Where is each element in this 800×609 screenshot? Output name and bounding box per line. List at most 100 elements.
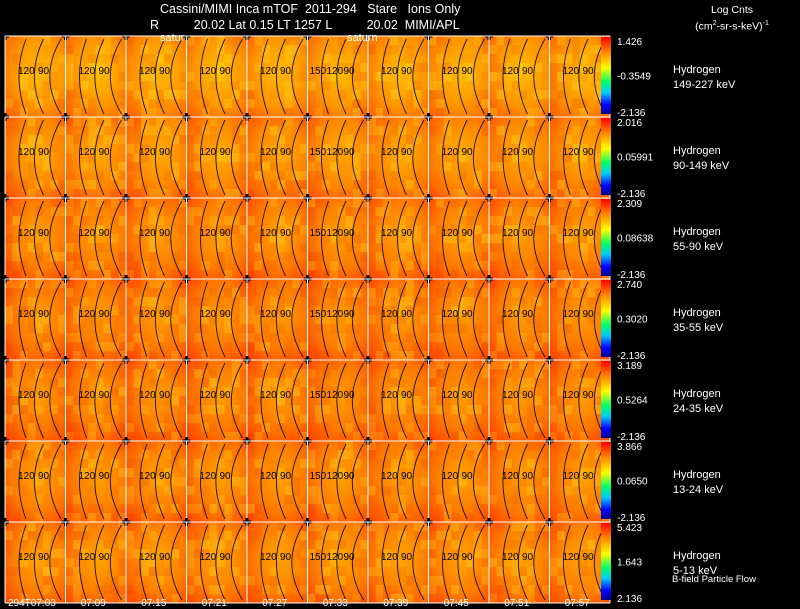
pixel-block [133, 117, 142, 127]
pixel-block [322, 585, 331, 595]
contour-label: 90 [583, 66, 595, 77]
contour-line [336, 281, 347, 358]
pixel-block [254, 369, 263, 379]
pixel-block [57, 387, 66, 397]
pixel-block [269, 459, 278, 469]
pixel-block [496, 360, 505, 370]
pixel-block [413, 441, 422, 451]
pixel-block [247, 576, 255, 586]
pixel-block [428, 72, 437, 82]
time-tick-label: 07:27 [262, 598, 287, 609]
colorbar-min-label: -2.136 [617, 351, 646, 362]
species-label: Hydrogen [673, 145, 721, 157]
pixel-block [481, 513, 490, 523]
pixel-block [141, 513, 149, 523]
pixel-block [580, 486, 588, 495]
pixel-block [299, 540, 308, 550]
pixel-block [368, 288, 376, 298]
pixel-block [171, 459, 180, 469]
pixel-block [436, 45, 444, 54]
pixel-block [277, 414, 286, 424]
pixel-block [315, 594, 323, 604]
image-cell [182, 356, 248, 442]
contour-line [321, 524, 329, 601]
pixel-block [436, 54, 444, 64]
pixel-block [156, 216, 165, 226]
pixel-block [224, 450, 233, 460]
pixel-block [224, 342, 233, 352]
pixel-block [420, 351, 429, 361]
contour-label: 90 [280, 309, 292, 320]
pixel-block [496, 585, 505, 595]
pixel-block [80, 81, 89, 91]
contour-line [351, 38, 364, 115]
pixel-block [512, 351, 520, 360]
pixel-block [473, 90, 482, 100]
pixel-block [209, 126, 217, 135]
pixel-block [511, 567, 520, 577]
pixel-block [519, 378, 528, 388]
pixel-block [178, 198, 187, 208]
pixel-block [587, 495, 595, 504]
pixel-block [247, 504, 255, 514]
pixel-block [95, 378, 104, 388]
pixel-block [330, 270, 339, 280]
pixel-block [126, 495, 134, 505]
pixel-block [375, 540, 384, 550]
pixel-block [224, 495, 232, 504]
pixel-block [481, 126, 490, 136]
pixel-block [224, 513, 233, 523]
pixel-block [239, 531, 248, 541]
pixel-block [322, 63, 331, 73]
contour-label: 90 [462, 147, 474, 158]
pixel-block [299, 414, 308, 424]
pixel-block [337, 36, 346, 46]
contour-line [79, 524, 87, 601]
pixel-block [110, 576, 119, 586]
pixel-block [284, 351, 293, 361]
pixel-block [12, 99, 21, 109]
pixel-block [95, 243, 104, 253]
pixel-block [534, 126, 543, 136]
pixel-block [148, 243, 157, 253]
pixel-block [489, 378, 497, 388]
pixel-block [587, 378, 596, 388]
pixel-block [299, 243, 308, 253]
pixel-block [360, 558, 369, 568]
pixel-block [277, 171, 286, 181]
pixel-block [315, 297, 323, 306]
pixel-block [352, 63, 361, 73]
pixel-block [428, 522, 437, 532]
pixel-block [5, 315, 13, 325]
pixel-block [526, 594, 535, 604]
pixel-block [405, 306, 414, 316]
pixel-block [231, 45, 240, 55]
saturn-label: saturn [347, 32, 378, 44]
contour-label: 90 [220, 228, 232, 239]
pixel-block [436, 225, 444, 235]
pixel-block [390, 90, 399, 100]
pixel-block [231, 90, 240, 100]
pixel-block [209, 531, 218, 541]
pixel-block [27, 162, 36, 172]
pixel-block [50, 423, 59, 433]
pixel-block [148, 360, 157, 370]
contour-label: 90 [344, 309, 356, 320]
pixel-block [526, 270, 535, 280]
pixel-block [28, 288, 36, 297]
pixel-block [383, 108, 391, 118]
pixel-block [322, 369, 331, 379]
pixel-block [315, 171, 323, 181]
pixel-block [209, 135, 218, 145]
pixel-block [594, 90, 603, 100]
pixel-block [118, 153, 126, 162]
pixel-block [390, 459, 399, 469]
contour-line [276, 524, 286, 601]
pixel-block [231, 432, 240, 442]
pixel-block [284, 423, 293, 433]
pixel-block [345, 315, 354, 325]
pixel-block [436, 288, 444, 298]
pixel-block [299, 144, 308, 154]
pixel-block [489, 45, 497, 55]
pixel-block [80, 216, 89, 226]
